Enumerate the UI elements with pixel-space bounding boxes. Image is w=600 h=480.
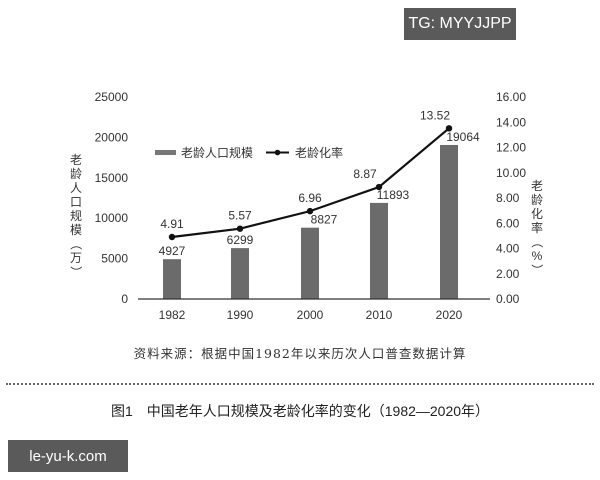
svg-text:口: 口 xyxy=(70,195,82,209)
left-tick-label: 20000 xyxy=(95,130,129,144)
rate-points xyxy=(168,125,453,241)
x-axis-labels: 1982 1990 2000 2010 2020 xyxy=(159,308,463,322)
left-tick-label: 15000 xyxy=(95,171,129,185)
rate-point xyxy=(375,183,383,191)
bar-value-label: 11893 xyxy=(377,188,410,202)
figure-label: 图1 xyxy=(110,403,133,419)
svg-text:规: 规 xyxy=(70,208,82,223)
right-tick-label: 0.00 xyxy=(496,292,520,306)
x-tick-label: 2000 xyxy=(297,308,324,322)
bar-value-label: 4927 xyxy=(159,244,186,258)
x-tick-label: 1982 xyxy=(159,308,186,322)
right-tick-label: 10.00 xyxy=(496,166,526,180)
line-value-label: 4.91 xyxy=(160,217,184,231)
combo-chart: 0 5000 10000 15000 20000 25000 0.00 2.00 4.00 6.… xyxy=(69,90,544,322)
rate-point xyxy=(236,225,244,232)
svg-text:万: 万 xyxy=(70,251,82,265)
left-tick-label: 10000 xyxy=(95,211,129,225)
legend-bar-swatch xyxy=(155,150,176,155)
svg-text:模: 模 xyxy=(70,223,82,237)
rate-point xyxy=(306,207,314,215)
right-tick-label: 14.00 xyxy=(496,115,526,129)
line-value-label: 8.87 xyxy=(353,167,377,181)
right-tick-label: 8.00 xyxy=(496,191,520,205)
right-axis-ticks: 0.00 2.00 4.00 6.00 8.00 10.00 12.00 14.00 16.00 xyxy=(496,90,526,306)
watermark-bottom-left: le-yu-k.com xyxy=(8,440,128,472)
x-tick-label: 2020 xyxy=(436,308,463,322)
bar xyxy=(163,259,181,299)
dotted-divider xyxy=(6,383,594,385)
left-tick-label: 25000 xyxy=(95,90,129,104)
svg-text:%: % xyxy=(532,249,543,263)
svg-text:老: 老 xyxy=(70,153,82,167)
svg-text:龄: 龄 xyxy=(531,193,543,207)
bar xyxy=(440,144,458,299)
rate-point xyxy=(168,233,176,241)
right-tick-label: 4.00 xyxy=(496,242,520,256)
left-axis-title: 老龄人口规模（万） xyxy=(69,153,83,278)
svg-text:龄: 龄 xyxy=(70,167,82,181)
bar xyxy=(370,202,388,299)
line-value-label: 5.57 xyxy=(228,209,252,223)
bar-series xyxy=(163,144,458,299)
bar-value-label: 8827 xyxy=(311,213,338,227)
bar xyxy=(301,227,319,299)
right-tick-label: 12.00 xyxy=(496,141,526,155)
right-tick-label: 6.00 xyxy=(496,216,520,230)
right-tick-label: 16.00 xyxy=(496,90,526,104)
x-tick-label: 1990 xyxy=(227,308,254,322)
watermark-top-right: TG: MYYJJPP xyxy=(404,8,516,40)
bar xyxy=(231,248,249,299)
legend: 老龄人口规模 老龄化率 xyxy=(155,145,343,160)
left-axis-ticks: 0 5000 10000 15000 20000 25000 xyxy=(95,90,129,306)
svg-text:）: ） xyxy=(530,264,544,276)
figure-caption: 图1 中国老年人口规模及老龄化率的变化（1982—2020年） xyxy=(0,401,600,421)
right-tick-label: 2.00 xyxy=(496,267,520,281)
line-value-labels: 4.91 5.57 6.96 8.87 13.52 xyxy=(160,108,450,231)
rate-point xyxy=(445,125,453,132)
left-tick-label: 5000 xyxy=(101,252,128,266)
svg-text:化: 化 xyxy=(531,207,543,221)
right-axis-title: 老龄化率（%） xyxy=(530,179,544,276)
figure-title: 中国老年人口规模及老龄化率的变化（1982—2020年） xyxy=(146,403,490,419)
left-tick-label: 0 xyxy=(121,292,128,306)
source-note: 资料来源：根据中国1982年以来历次人口普查数据计算 xyxy=(133,346,467,361)
bar-value-label: 19064 xyxy=(446,130,480,144)
x-tick-label: 2010 xyxy=(366,308,393,322)
svg-text:老: 老 xyxy=(531,179,543,193)
bar-value-label: 6299 xyxy=(227,233,254,247)
line-value-label: 13.52 xyxy=(420,108,450,122)
bar-value-labels: 4927 6299 8827 11893 19064 xyxy=(159,130,480,258)
line-value-label: 6.96 xyxy=(298,191,322,205)
svg-text:人: 人 xyxy=(70,181,82,195)
svg-text:（: （ xyxy=(530,236,544,248)
svg-text:率: 率 xyxy=(531,220,543,235)
legend-bar-label: 老龄人口规模 xyxy=(181,145,253,160)
svg-text:）: ） xyxy=(69,266,83,278)
legend-line-label: 老龄化率 xyxy=(295,145,343,160)
svg-text:（: （ xyxy=(69,238,83,250)
